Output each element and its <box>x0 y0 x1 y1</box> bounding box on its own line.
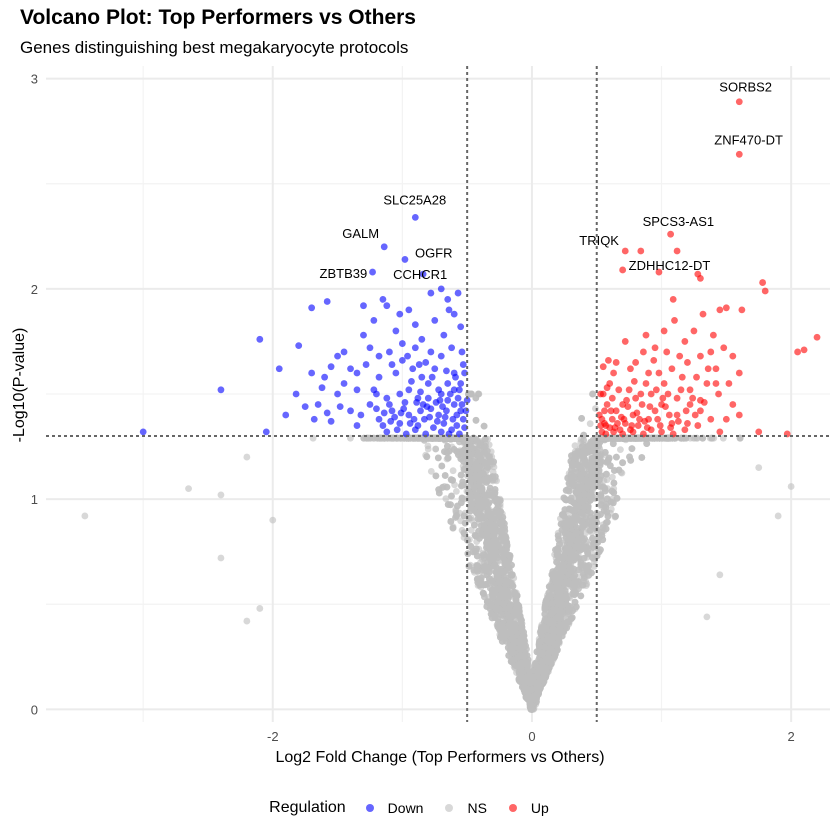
ns-point <box>603 476 611 484</box>
chart-subtitle: Genes distinguishing best megakaryocyte … <box>20 38 409 57</box>
grid-layer <box>46 66 830 722</box>
ns-point <box>442 495 450 503</box>
ns-point <box>617 446 624 453</box>
ns-point <box>609 473 616 481</box>
chart-title: Volcano Plot: Top Performers vs Others <box>20 6 416 29</box>
ns-point <box>571 442 579 449</box>
ns-point <box>592 405 599 412</box>
ns-points-layer <box>81 390 795 713</box>
ns-point <box>468 526 475 534</box>
ns-point <box>453 488 460 495</box>
ns-point <box>449 467 457 475</box>
ns-point <box>586 420 594 428</box>
ns-point <box>427 468 435 475</box>
ns-point <box>424 442 432 450</box>
